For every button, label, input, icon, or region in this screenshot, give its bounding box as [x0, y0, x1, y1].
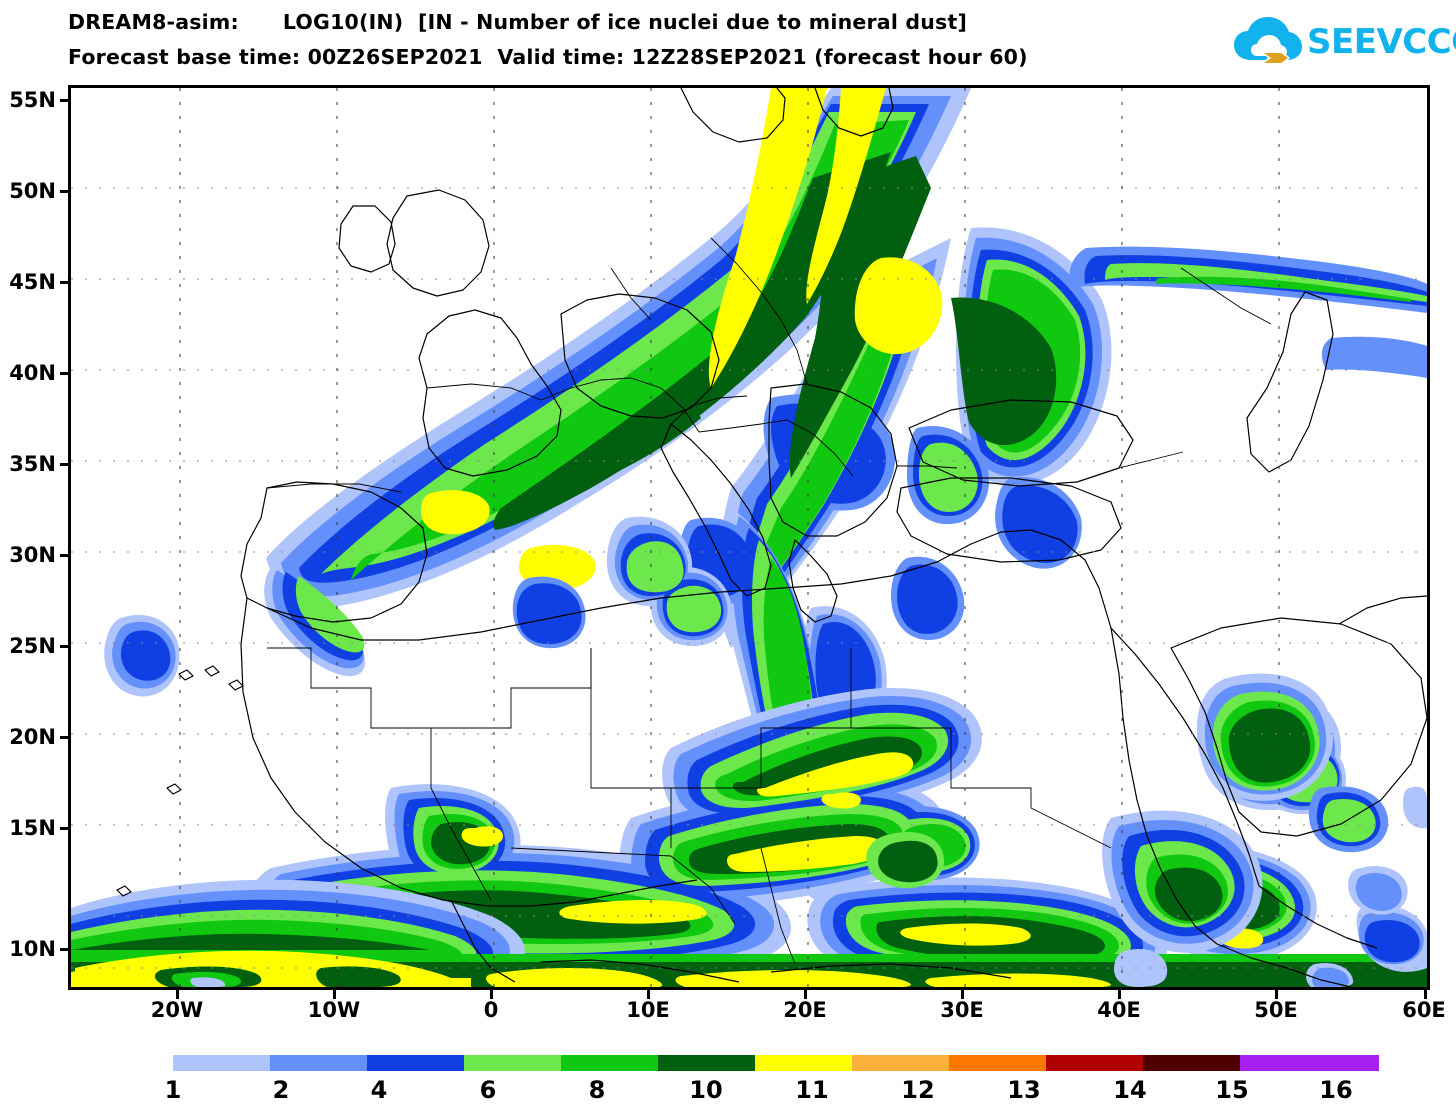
- map-gridlines-vertical: [179, 88, 1280, 987]
- y-tick: [60, 827, 71, 830]
- y-tick: [60, 645, 71, 648]
- colorbar-tick-label: 4: [370, 1076, 388, 1104]
- map-gridlines: [71, 187, 1427, 969]
- y-tick: [60, 99, 71, 102]
- chart-header: DREAM8-asim: LOG10(IN) [IN - Number of i…: [0, 0, 1456, 82]
- y-tick: [60, 736, 71, 739]
- x-tick-label: 20W: [150, 998, 204, 1022]
- colorbar-segment[interactable]: [464, 1055, 561, 1071]
- x-tick: [176, 988, 179, 999]
- x-tick: [647, 988, 650, 999]
- contour-fills: [71, 88, 1427, 987]
- colorbar-tick-label: 13: [1007, 1076, 1041, 1104]
- colorbar-segment[interactable]: [1240, 1055, 1337, 1071]
- x-tick-label: 50E: [1254, 998, 1298, 1022]
- x-tick-label: 60E: [1402, 998, 1446, 1022]
- y-tick: [60, 372, 71, 375]
- header-time-line: Forecast base time: 00Z26SEP2021 Valid t…: [68, 45, 1028, 69]
- colorbar-tick-label: 14: [1113, 1076, 1147, 1104]
- seevccc-logo: SEEVCCC: [1233, 16, 1456, 70]
- colorbar-tick-label: 16: [1319, 1076, 1353, 1104]
- x-tick: [1424, 988, 1427, 999]
- colorbar-tick-label: 1: [164, 1076, 182, 1104]
- colorbar-tick-label: 8: [588, 1076, 606, 1104]
- colorbar-tick-label: 10: [689, 1076, 723, 1104]
- colorbar-legend: 1 2 4 6 8 10 11 12 13 14 15 16: [0, 1046, 1456, 1108]
- x-tick-label: 10E: [626, 998, 670, 1022]
- colorbar-segment[interactable]: [852, 1055, 949, 1071]
- colorbar-segment[interactable]: [1143, 1055, 1240, 1071]
- colorbar-segment[interactable]: [173, 1055, 270, 1071]
- x-tick: [1118, 988, 1121, 999]
- x-tick: [804, 988, 807, 999]
- x-tick: [490, 988, 493, 999]
- y-tick: [60, 281, 71, 284]
- header-title-line: DREAM8-asim: LOG10(IN) [IN - Number of i…: [68, 10, 968, 34]
- y-tick-label: 50N: [9, 179, 56, 203]
- y-tick-label: 15N: [9, 816, 56, 840]
- y-tick-label: 35N: [9, 452, 56, 476]
- y-tick-label: 10N: [9, 937, 56, 961]
- y-tick: [60, 948, 71, 951]
- country-borders: [266, 237, 1272, 965]
- colorbar-segment[interactable]: [1337, 1055, 1379, 1071]
- y-tick-label: 45N: [9, 270, 56, 294]
- y-tick-label: 30N: [9, 543, 56, 567]
- x-tick: [961, 988, 964, 999]
- coastlines: [116, 88, 1427, 987]
- y-tick: [60, 463, 71, 466]
- x-tick-label: 30E: [940, 998, 984, 1022]
- colorbar-strip: [173, 1055, 1379, 1071]
- colorbar-segment[interactable]: [270, 1055, 367, 1071]
- cloud-icon: [1234, 17, 1302, 66]
- colorbar-tick-label: 6: [479, 1076, 497, 1104]
- colorbar-segment[interactable]: [1046, 1055, 1143, 1071]
- colorbar-segment[interactable]: [755, 1055, 852, 1071]
- y-tick-label: 20N: [9, 725, 56, 749]
- colorbar-segment[interactable]: [367, 1055, 464, 1071]
- colorbar-tick-label: 15: [1215, 1076, 1249, 1104]
- arrow-icon: [1264, 53, 1288, 63]
- x-tick-label: 0: [483, 998, 499, 1022]
- y-tick: [60, 554, 71, 557]
- y-tick: [60, 190, 71, 193]
- map-plot-area: [68, 85, 1430, 990]
- colorbar-tick-label: 11: [795, 1076, 829, 1104]
- logo-wordmark: SEEVCCC: [1307, 22, 1456, 62]
- x-tick-label: 10W: [307, 998, 361, 1022]
- x-tick-label: 20E: [783, 998, 827, 1022]
- y-tick-label: 55N: [9, 88, 56, 112]
- x-tick-label: 40E: [1097, 998, 1141, 1022]
- x-tick: [333, 988, 336, 999]
- colorbar-segment[interactable]: [658, 1055, 755, 1071]
- colorbar-tick-label: 12: [901, 1076, 935, 1104]
- colorbar-segment[interactable]: [949, 1055, 1046, 1071]
- colorbar-tick-label: 2: [272, 1076, 290, 1104]
- x-tick: [1275, 988, 1278, 999]
- y-tick-label: 25N: [9, 634, 56, 658]
- dust-contour-map: [71, 88, 1427, 987]
- colorbar-segment[interactable]: [561, 1055, 658, 1071]
- y-tick-label: 40N: [9, 361, 56, 385]
